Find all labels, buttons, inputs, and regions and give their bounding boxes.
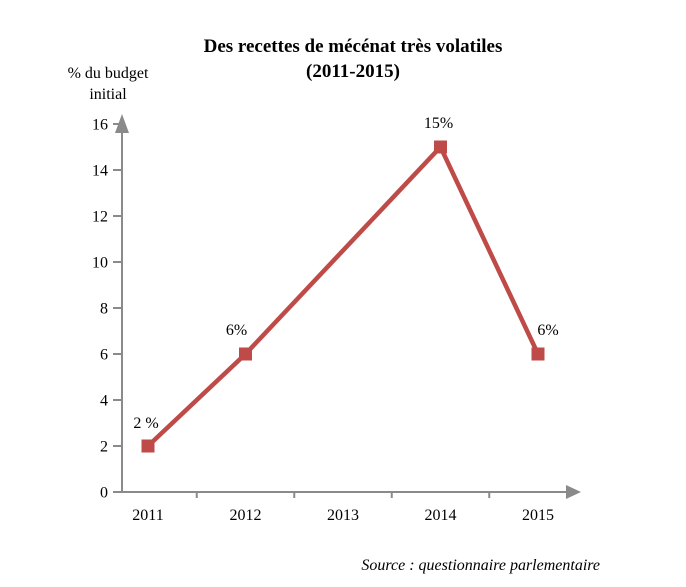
- x-tick-label: 2012: [230, 507, 262, 524]
- y-axis-title-line2: initial: [89, 86, 127, 103]
- data-point-marker: [141, 439, 155, 453]
- y-tick-label: 16: [92, 117, 108, 134]
- x-tick-label: 2015: [522, 507, 554, 524]
- data-point-label: 2 %: [133, 415, 158, 432]
- data-point-marker: [531, 347, 545, 361]
- data-point-label: 15%: [424, 115, 453, 132]
- chart-title: Des recettes de mécénat très volatiles: [203, 36, 503, 57]
- series-line: [146, 143, 541, 448]
- data-point-marker: [239, 347, 252, 361]
- y-tick-label: 0: [100, 485, 108, 502]
- y-tick-label: 12: [92, 209, 108, 226]
- data-point-label: 6%: [226, 322, 247, 339]
- chart-subtitle: (2011-2015): [306, 61, 400, 82]
- data-point-marker: [434, 140, 447, 154]
- y-tick-label: 4: [100, 393, 108, 410]
- y-axis-title: % du budget initial: [38, 63, 178, 105]
- y-axis-title-line1: % du budget: [67, 65, 149, 82]
- y-tick-label: 8: [100, 301, 108, 318]
- data-point-label: 6%: [537, 322, 558, 339]
- source-note: Source : questionnaire parlementaire: [361, 557, 600, 574]
- y-tick-label: 14: [92, 163, 108, 180]
- x-axis-arrow-icon: [566, 485, 581, 499]
- y-tick-label: 2: [100, 439, 108, 456]
- x-tick-label: 2014: [425, 507, 457, 524]
- x-tick-label: 2011: [132, 507, 163, 524]
- x-tick-label: 2013: [327, 507, 359, 524]
- y-tick-label: 10: [92, 255, 108, 272]
- y-tick-label: 6: [100, 347, 108, 364]
